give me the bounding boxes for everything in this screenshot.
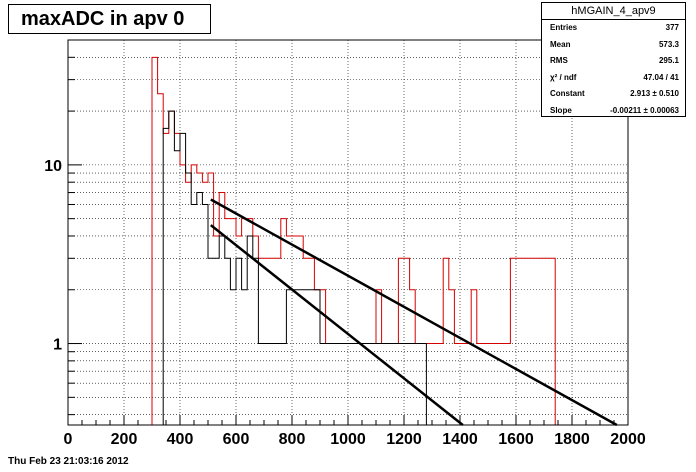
x-tick-label: 600 xyxy=(223,431,250,448)
stats-value: 47.04 / 41 xyxy=(643,72,679,82)
stats-label: Slope xyxy=(550,105,572,115)
stats-value: 573.3 xyxy=(658,39,679,49)
stats-value: 2.913 ± 0.510 xyxy=(630,89,679,98)
plot-frame-border xyxy=(67,39,629,426)
footer-date: Thu Feb 23 21:03:16 2012 xyxy=(8,456,129,467)
x-tick-label: 0 xyxy=(64,431,73,448)
y-tick-label: 10 xyxy=(44,158,62,175)
stats-row: Mean 573.3 xyxy=(542,37,685,54)
x-tick-label: 1400 xyxy=(442,431,478,448)
histogram-series xyxy=(152,110,427,426)
stats-row: Entries 377 xyxy=(542,20,685,37)
stats-row: Constant 2.913 ± 0.510 xyxy=(542,86,685,103)
stats-label: Mean xyxy=(550,39,571,49)
stats-label: RMS xyxy=(550,56,568,65)
plot-title: maxADC in apv 0 xyxy=(8,4,211,34)
stats-value: 295.1 xyxy=(658,56,679,65)
x-tick-label: 1000 xyxy=(330,431,366,448)
stats-label: χ² / ndf xyxy=(550,72,577,82)
fit-line xyxy=(210,224,464,426)
x-tick-label: 800 xyxy=(279,431,306,448)
stats-box: hMGAIN_4_apv9 Entries 377 Mean 573.3 RMS 295.… xyxy=(541,2,686,117)
stats-value: -0.00211 ± 0.00063 xyxy=(610,105,679,115)
stats-label: Entries xyxy=(550,23,578,32)
stats-row: χ² / ndf 47.04 / 41 xyxy=(542,70,685,87)
stats-label: Constant xyxy=(550,89,585,98)
stats-title: hMGAIN_4_apv9 xyxy=(542,3,685,20)
x-tick-label: 200 xyxy=(111,431,138,448)
y-tick-label: 1 xyxy=(53,337,62,354)
stats-row: Slope -0.00211 ± 0.00063 xyxy=(542,103,685,120)
x-tick-label: 1200 xyxy=(386,431,422,448)
x-tick-label: 2000 xyxy=(610,431,646,448)
x-tick-label: 400 xyxy=(167,431,194,448)
stats-row: RMS 295.1 xyxy=(542,53,685,70)
stats-value: 377 xyxy=(665,23,679,32)
fit-line xyxy=(210,198,618,427)
x-tick-label: 1600 xyxy=(498,431,534,448)
x-tick-label: 1800 xyxy=(554,431,590,448)
stats-rows: Entries 377 Mean 573.3 RMS 295.1 χ² / ndf 47.04… xyxy=(542,20,685,119)
